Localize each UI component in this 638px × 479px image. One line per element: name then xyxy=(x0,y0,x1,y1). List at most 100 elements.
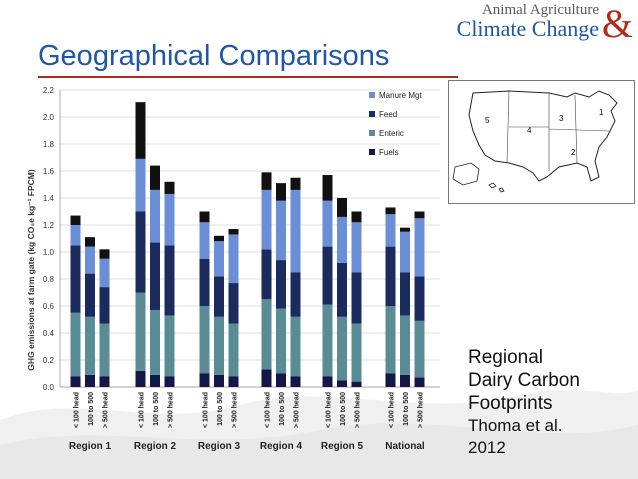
subcategory-label: 100 to 500 xyxy=(88,392,95,426)
bar-segment xyxy=(261,369,272,387)
x-labels: < 100 head 100 to 500 > 500 head Region 1 < … xyxy=(69,392,425,452)
legend: Manure Mgt Feed Enteric Fuels xyxy=(369,91,422,157)
bar-segment xyxy=(400,231,410,273)
bar-segment xyxy=(150,242,160,311)
legend-swatch xyxy=(369,111,375,117)
bar-segment xyxy=(337,262,347,317)
bar-segment xyxy=(351,211,362,223)
bar-segment xyxy=(261,299,272,370)
bar-segment xyxy=(150,189,160,243)
bar-segment xyxy=(150,165,160,190)
subcategory-label: 100 to 500 xyxy=(153,392,160,426)
logo-line1: Animal Agriculture xyxy=(481,2,599,18)
bar-segment xyxy=(414,276,425,321)
y-tick-label: 2.2 xyxy=(43,86,55,95)
caption-line3: Footprints xyxy=(468,393,553,414)
bar-segment xyxy=(322,304,333,377)
legend-label: Fuels xyxy=(379,148,399,157)
bar-segment xyxy=(214,276,224,317)
bar-segment xyxy=(276,260,286,309)
subcategory-label: > 500 head xyxy=(232,392,239,428)
bar-segment xyxy=(199,211,210,223)
bars xyxy=(70,102,425,387)
y-tick-label: 1.4 xyxy=(43,194,55,203)
bar-segment xyxy=(228,323,239,377)
logo-ampersand: & xyxy=(601,1,633,46)
bar-segment xyxy=(351,381,362,387)
subcategory-label: > 500 head xyxy=(168,392,175,428)
bar-segment xyxy=(199,222,210,259)
caption-line1: Regional xyxy=(468,347,543,368)
bar-segment xyxy=(400,374,410,387)
bar-segment xyxy=(400,227,410,232)
group-label: Region 2 xyxy=(134,441,177,452)
y-tick-label: 2.0 xyxy=(43,113,55,122)
gridlines xyxy=(59,89,440,388)
bar-segment xyxy=(322,200,333,247)
bar-segment xyxy=(85,374,95,387)
bar-segment xyxy=(70,376,81,387)
caption: Regional Dairy Carbon Footprints Thoma e… xyxy=(468,346,580,459)
bar-segment xyxy=(135,370,146,387)
bar-segment xyxy=(337,216,347,263)
bar-segment xyxy=(214,316,224,375)
background-hills xyxy=(0,390,638,479)
legend-label: Enteric xyxy=(379,129,404,138)
bar-segment xyxy=(99,258,110,288)
bar-segment xyxy=(85,316,95,375)
bar-segment xyxy=(164,315,175,377)
citation-line2: 2012 xyxy=(468,438,506,457)
bar-segment xyxy=(261,249,272,300)
bar-segment xyxy=(199,306,210,374)
bar-segment xyxy=(135,211,146,293)
map-label-3: 3 xyxy=(559,114,564,123)
bar-segment xyxy=(261,189,272,250)
map-label-5: 5 xyxy=(485,116,490,125)
map-label-1: 1 xyxy=(599,108,604,117)
y-tick-label: 0.6 xyxy=(43,302,55,311)
bar-segment xyxy=(414,320,425,378)
bar-segment xyxy=(290,316,301,377)
legend-swatch xyxy=(369,130,375,136)
bar-segment xyxy=(99,323,110,377)
map-label-4: 4 xyxy=(527,126,532,135)
bar-segment xyxy=(322,246,333,305)
bar-segment xyxy=(85,273,95,317)
subcategory-label: > 500 head xyxy=(294,392,301,428)
map-alaska xyxy=(452,162,480,186)
map-label-2: 2 xyxy=(571,148,576,157)
bar-segment xyxy=(337,316,347,381)
bar-segment xyxy=(385,246,396,306)
map-region-borders xyxy=(506,90,610,171)
subcategory-label: < 100 head xyxy=(203,392,210,428)
bar-segment xyxy=(290,189,301,273)
y-tick-label: 1.8 xyxy=(43,140,55,149)
bar-segment xyxy=(290,177,301,190)
caption-line2: Dairy Carbon xyxy=(468,370,580,391)
bar-segment xyxy=(99,249,110,259)
bar-segment xyxy=(276,183,286,201)
bar-segment xyxy=(414,211,425,219)
bar-segment xyxy=(385,306,396,374)
bar-segment xyxy=(276,200,286,261)
bar-segment xyxy=(164,193,175,246)
bar-segment xyxy=(214,235,224,242)
y-tick-label: 0.2 xyxy=(43,356,55,365)
bar-segment xyxy=(70,215,81,225)
bar-segment xyxy=(290,272,301,317)
bar-segment xyxy=(228,234,239,284)
map-usa-outline xyxy=(468,90,618,182)
bar-segment xyxy=(99,376,110,387)
bar-segment xyxy=(228,283,239,324)
bar-segment xyxy=(99,287,110,324)
bar-segment xyxy=(228,229,239,235)
subcategory-label: 100 to 500 xyxy=(340,392,347,426)
subcategory-label: > 500 head xyxy=(355,392,362,428)
subcategory-label: < 100 head xyxy=(326,392,333,428)
logo: Animal Agriculture Climate Change & xyxy=(430,2,635,46)
bar-segment xyxy=(70,245,81,313)
legend-label: Manure Mgt xyxy=(379,91,422,100)
bar-segment xyxy=(70,225,81,246)
group-label: Region 4 xyxy=(260,441,303,452)
